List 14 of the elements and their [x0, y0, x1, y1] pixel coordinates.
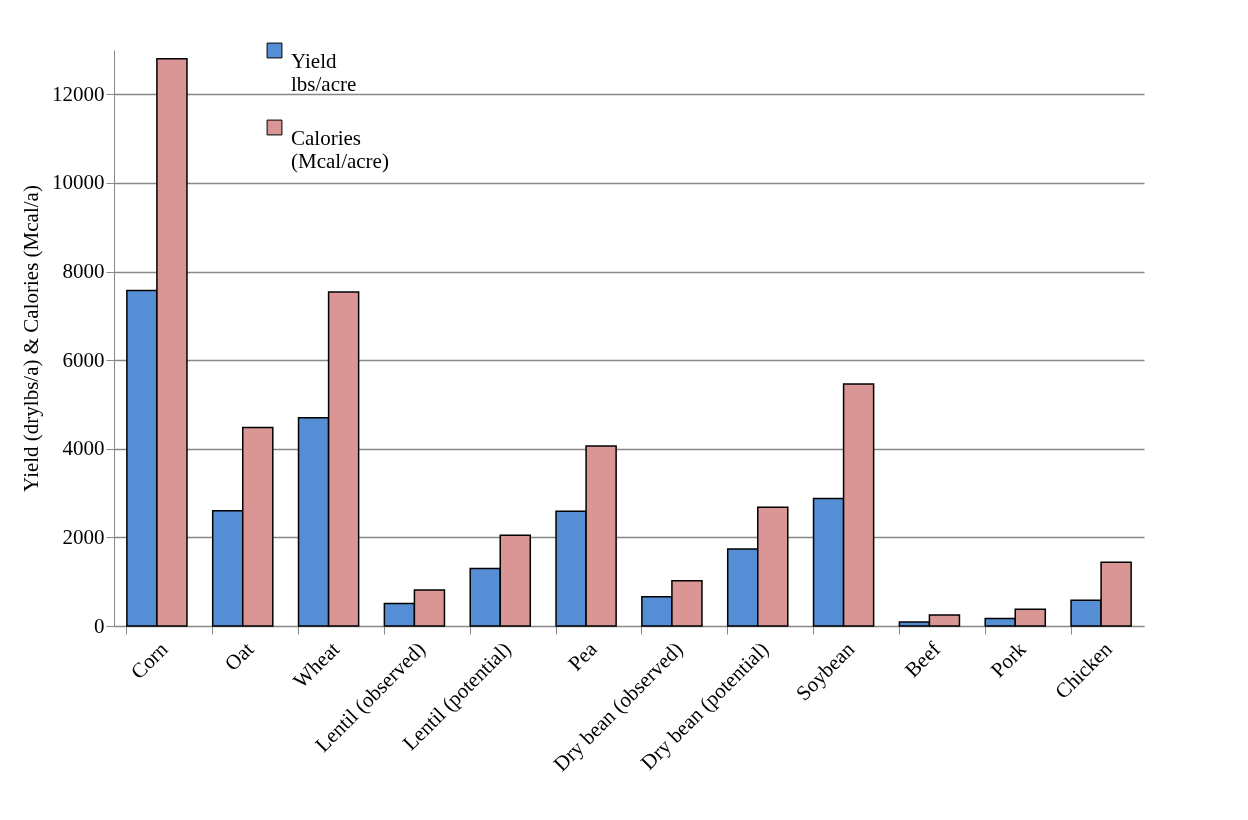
y-tick-label: 4000: [62, 436, 105, 461]
y-tick-label: 6000: [62, 347, 105, 372]
y-tick-label: 12000: [52, 81, 105, 106]
x-tick-label: Oat: [219, 636, 259, 676]
y-tick-label: 10000: [52, 170, 105, 195]
x-tick-label: Corn: [125, 636, 173, 684]
legend-label: Yield lbs/acre: [291, 48, 357, 96]
x-tick-label: Pea: [563, 636, 603, 676]
y-tick-label: 2000: [62, 524, 105, 549]
y-axis-title: Yield (drylbs/a) & Calories (Mcal/a): [19, 185, 43, 492]
x-tick-label: Pork: [985, 636, 1032, 683]
y-tick-label: 8000: [62, 259, 105, 284]
legend-label: Calories (Mcal/acre): [291, 125, 389, 173]
y-tick-label: 0: [94, 613, 105, 638]
